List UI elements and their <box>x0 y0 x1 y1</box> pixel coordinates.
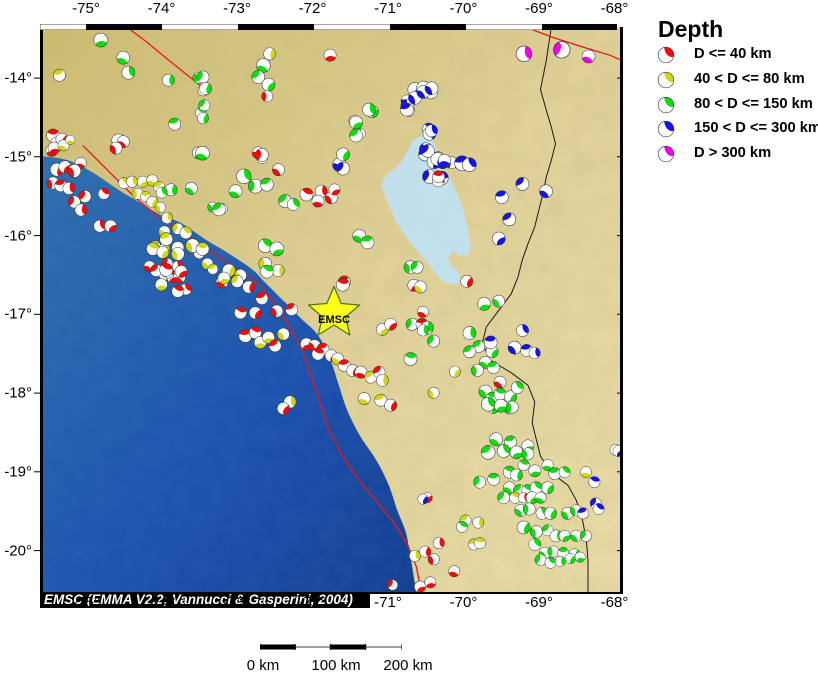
svg-text:EMSC: EMSC <box>318 314 350 326</box>
